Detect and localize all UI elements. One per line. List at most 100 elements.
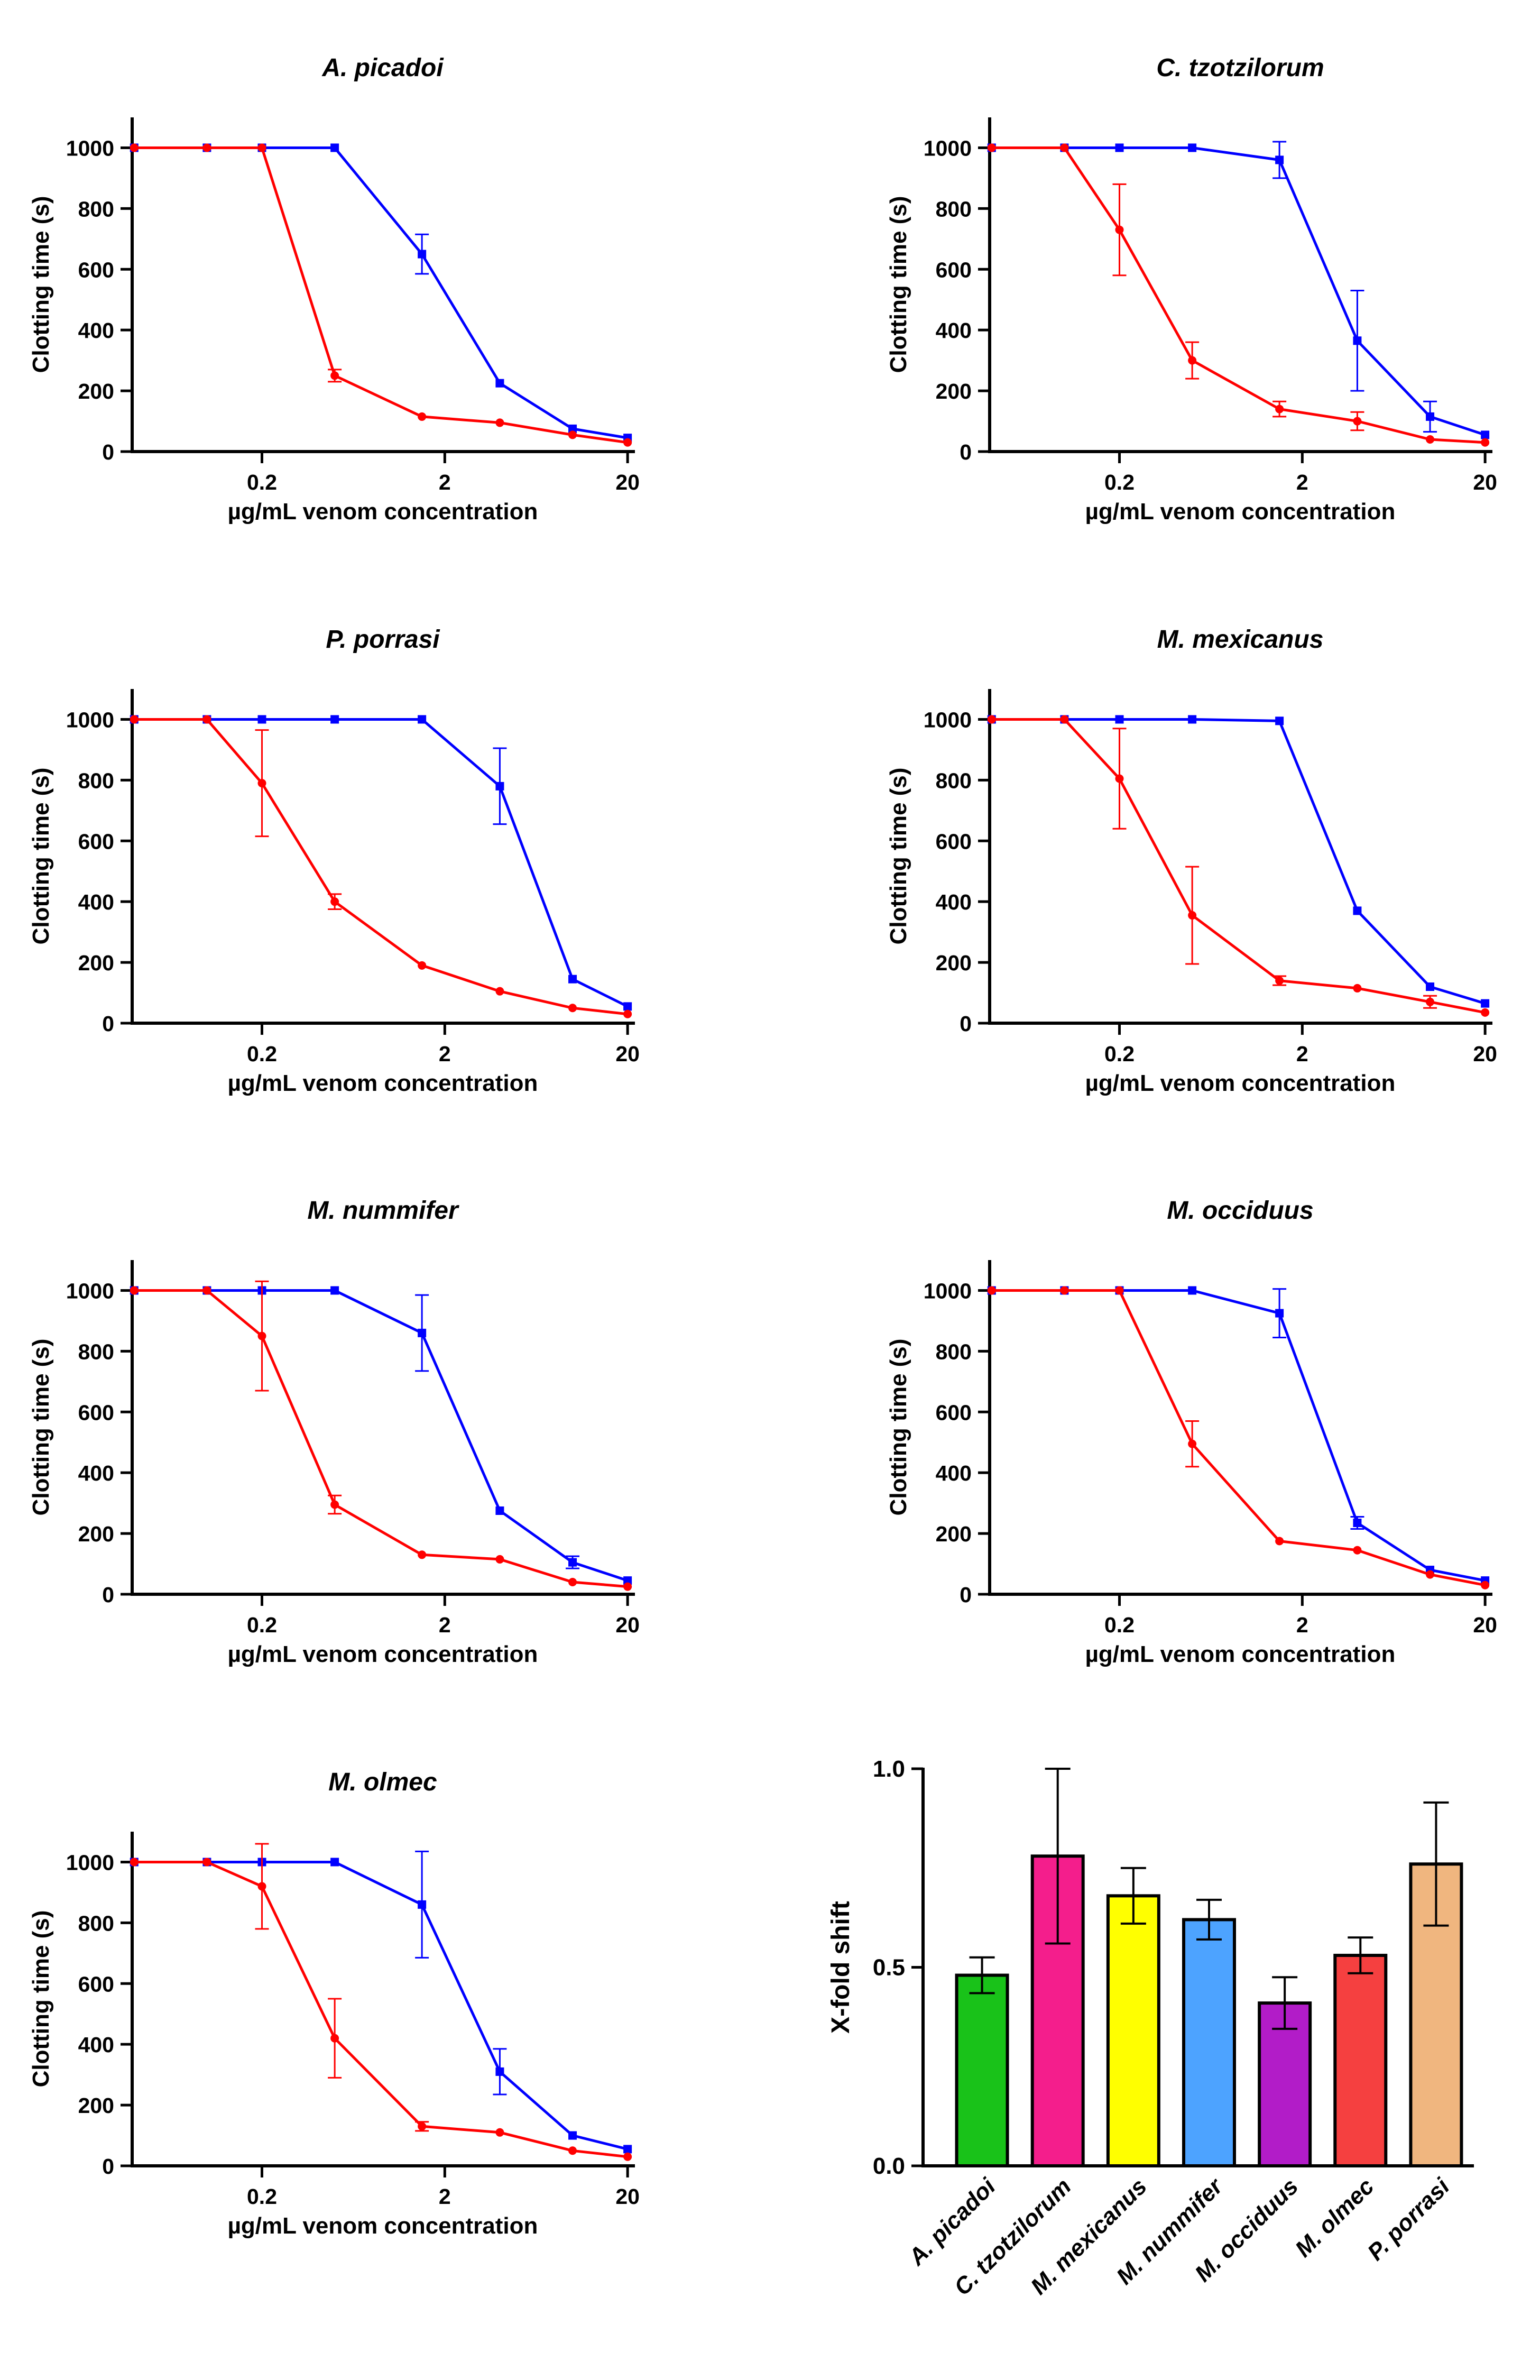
x-axis-label: µg/mL venom concentration — [1085, 499, 1396, 525]
y-tick-label: 400 — [78, 1461, 114, 1485]
bar — [955, 1973, 1009, 2168]
line-chart-3: P. porrasi 0 200 400 600 800 1000 0.2 2 20 µg/mL v… — [28, 626, 640, 1096]
data-point-circle — [418, 961, 427, 970]
data-point-circle — [1275, 1537, 1284, 1546]
data-point-square — [1353, 906, 1362, 915]
data-point-square — [568, 2131, 577, 2140]
y-axis-label: Clotting time (s) — [28, 768, 54, 945]
data-point-circle — [418, 412, 427, 421]
data-point-circle — [568, 1004, 577, 1013]
y-tick-label: 600 — [936, 1400, 972, 1425]
y-axis-label: X-fold shift — [827, 1901, 855, 2034]
x-axis-label: µg/mL venom concentration — [1085, 1641, 1396, 1667]
data-point-circle — [495, 418, 504, 427]
data-point-circle — [257, 143, 266, 152]
data-point-circle — [495, 2128, 504, 2137]
data-point-circle — [130, 1858, 139, 1867]
data-point-square — [568, 424, 577, 433]
data-point-square — [257, 715, 266, 724]
data-point-circle — [623, 1582, 632, 1591]
data-point-circle — [130, 715, 139, 724]
data-point-circle — [623, 1009, 632, 1018]
chart-title: M. occiduus — [1167, 1197, 1313, 1225]
data-point-circle — [495, 987, 504, 996]
y-tick-label: 0 — [102, 1583, 114, 1607]
y-tick-label: 200 — [936, 1522, 972, 1546]
y-axis-label: Clotting time (s) — [28, 196, 54, 373]
x-axis-label: µg/mL venom concentration — [228, 1070, 538, 1096]
x-tick-label: 2 — [1296, 1042, 1308, 1066]
series-line-red — [134, 1861, 628, 2158]
y-axis-label: Clotting time (s) — [886, 1339, 911, 1516]
series-blue — [130, 715, 632, 1011]
x-tick-label: 20 — [1473, 470, 1497, 494]
data-point-square — [568, 1558, 577, 1567]
data-point-circle — [130, 143, 139, 152]
x-tick-label: 20 — [615, 2184, 640, 2209]
data-point-square — [1275, 155, 1284, 164]
data-point-square — [1188, 715, 1197, 724]
y-tick-label: 400 — [78, 318, 114, 343]
y-tick-label: 400 — [936, 318, 972, 343]
data-point-circle — [1188, 911, 1197, 920]
y-tick-label: 200 — [78, 951, 114, 975]
y-tick-label: 800 — [936, 197, 972, 221]
bar — [1258, 2001, 1312, 2168]
y-axis-label: Clotting time (s) — [28, 1910, 54, 2088]
series-line-blue — [134, 1289, 628, 1582]
series-line-red — [134, 1289, 628, 1588]
y-tick-label: 200 — [936, 379, 972, 403]
chart-title: A. picadoi — [321, 54, 444, 82]
data-point-circle — [1188, 1439, 1197, 1448]
chart-title: M. mexicanus — [1157, 626, 1324, 654]
series-red — [987, 1286, 1490, 1589]
x-axis-label: µg/mL venom concentration — [228, 2213, 538, 2239]
data-point-circle — [987, 143, 996, 152]
x-tick-label: 0.2 — [1104, 1042, 1135, 1066]
data-point-circle — [568, 430, 577, 439]
x-tick-label: 0.2 — [247, 1042, 277, 1066]
chart-title: M. olmec — [328, 1768, 437, 1796]
y-tick-label: 400 — [78, 2033, 114, 2057]
data-point-circle — [257, 779, 266, 788]
data-point-square — [418, 715, 427, 724]
line-chart-2: C. tzotzilorum 0 200 400 600 800 1000 0.2 2 20 µg/… — [886, 54, 1497, 525]
y-tick-label: 800 — [78, 768, 114, 793]
data-point-circle — [1275, 405, 1284, 413]
y-tick-label: 200 — [78, 1522, 114, 1546]
x-tick-label: 0.2 — [247, 1613, 277, 1637]
data-point-circle — [1115, 774, 1124, 783]
y-axis-label: Clotting time (s) — [28, 1339, 54, 1516]
data-point-circle — [1353, 1546, 1362, 1555]
series-blue — [130, 1286, 632, 1585]
data-point-square — [1188, 1286, 1197, 1295]
data-point-circle — [623, 438, 632, 447]
data-point-circle — [202, 1286, 211, 1295]
data-point-circle — [1481, 1580, 1490, 1589]
x-tick-label: 2 — [439, 470, 451, 494]
data-point-square — [1353, 1518, 1362, 1527]
y-tick-label: 1000 — [924, 707, 972, 732]
y-tick-label: 0 — [102, 440, 114, 464]
data-point-circle — [418, 2122, 427, 2131]
series-line-red — [991, 718, 1486, 1014]
x-tick-label: 0.2 — [1104, 1613, 1135, 1637]
series-blue — [987, 141, 1490, 439]
y-tick-label: 1000 — [924, 1279, 972, 1303]
y-axis-label: Clotting time (s) — [886, 196, 911, 373]
data-point-square — [1115, 143, 1124, 152]
data-point-circle — [1481, 1008, 1490, 1017]
y-tick-label: 0 — [960, 1583, 972, 1607]
data-point-circle — [623, 2152, 632, 2161]
data-point-circle — [1060, 1286, 1069, 1295]
series-line-blue — [991, 718, 1486, 1005]
x-tick-label: 2 — [1296, 1613, 1308, 1637]
data-point-circle — [1115, 225, 1124, 234]
x-tick-label: 0.2 — [247, 470, 277, 494]
data-point-square — [418, 1900, 427, 1909]
data-point-square — [1426, 412, 1435, 421]
series-line-red — [134, 146, 628, 444]
line-chart-4: M. mexicanus 0 200 400 600 800 1000 0.2 2 20 µg/mL… — [886, 626, 1497, 1096]
data-point-square — [418, 1328, 427, 1337]
data-point-square — [495, 782, 504, 791]
